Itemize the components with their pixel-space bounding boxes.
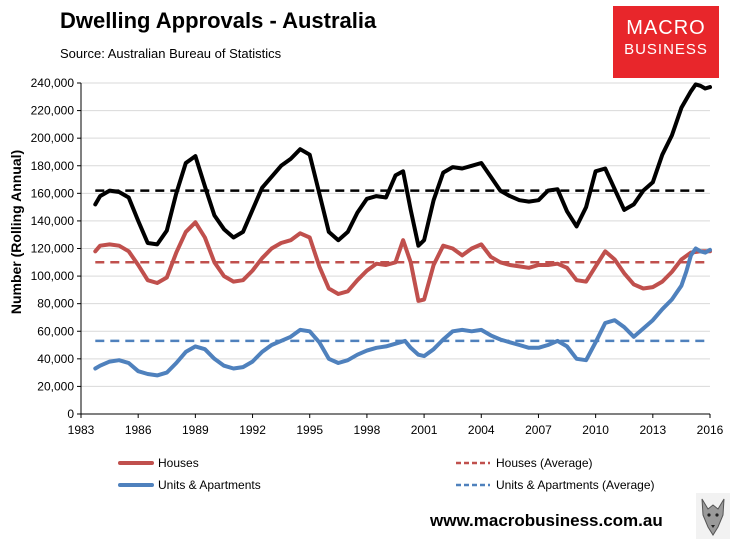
y-tick-labels: 0 20,000 40,000 60,000 80,000 100,000 120,000 1… [31,76,75,421]
y-tick-label: 20,000 [37,379,74,393]
legend-label-units: Units & Apartments [158,478,261,492]
chart-series [93,82,712,378]
legend-label-houses-average: Houses (Average) [496,456,593,470]
y-tick-label: 60,000 [37,324,74,338]
chart-axes [80,83,710,415]
chart-source: Source: Australian Bureau of Statistics [60,46,282,61]
y-tick-label: 40,000 [37,352,74,366]
x-tick-label: 1983 [68,423,95,437]
y-tick-label: 140,000 [31,214,75,228]
logo-line1: MACRO [626,17,706,39]
legend-label-units-average: Units & Apartments (Average) [496,478,655,492]
y-tick-label: 180,000 [31,159,75,173]
x-tick-labels: 1983 1986 1989 1992 1995 1998 2001 2004 2007 2010… [68,423,724,437]
y-tick-label: 240,000 [31,76,75,90]
x-tick-label: 1992 [239,423,266,437]
x-tick-label: 2004 [468,423,495,437]
x-tick-label: 2001 [411,423,438,437]
website-url: www.macrobusiness.com.au [430,511,663,530]
wolf-mascot-icon [696,493,730,539]
macrobusiness-logo: MACRO BUSINESS [613,6,719,78]
series-line-total [93,82,712,248]
chart-grid [77,82,711,418]
y-tick-label: 200,000 [31,131,75,145]
y-tick-label: 160,000 [31,186,75,200]
legend-label-houses: Houses [158,456,199,470]
x-tick-label: 2013 [639,423,666,437]
y-tick-label: 120,000 [31,242,75,256]
x-tick-label: 1989 [182,423,209,437]
x-tick-label: 2007 [525,423,552,437]
y-tick-label: 100,000 [31,269,75,283]
y-tick-label: 0 [67,407,74,421]
series-line-units-apartments [93,246,712,378]
logo-line2: BUSINESS [624,41,708,58]
x-tick-label: 2010 [582,423,609,437]
y-tick-label: 220,000 [31,104,75,118]
chart-legend: Houses Houses (Average) Units & Apartmen… [118,456,655,492]
series-line-houses [93,220,712,303]
x-tick-label: 1995 [296,423,323,437]
y-tick-label: 80,000 [37,297,74,311]
y-axis-label: Number (Rolling Annual) [8,150,24,314]
x-tick-label: 2016 [697,423,724,437]
x-tick-label: 1986 [125,423,152,437]
x-tick-label: 1998 [354,423,381,437]
chart-title: Dwelling Approvals - Australia [60,8,377,33]
